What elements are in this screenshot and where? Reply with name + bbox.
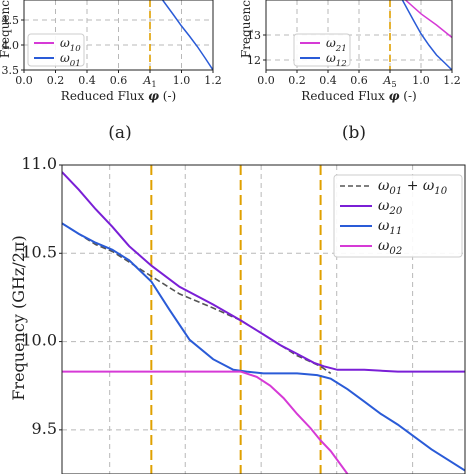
x-tick-label: 0.2 [288,74,306,87]
chart-a: 0.0 0.2 0.4 0.6 A1 1.0 1.2 3.5 4.0 4.5 Reduced Flu… [0,0,222,103]
plot-frame [61,164,466,474]
y-tick-label: 13 [247,29,261,42]
x-tick-label: 0.6 [350,74,368,87]
series-line [401,0,452,70]
y-tick-label: 9.5 [32,419,57,438]
chart-b: 0.0 0.2 0.4 0.6 A5 1.0 1.2 12 13 Reduced Flux φ (… [239,0,461,103]
y-tick-label: 4.5 [2,14,20,27]
y-axis-label: Frequenc [239,0,253,58]
x-axis-label: Reduced Flux φ (-) [301,89,416,103]
x-tick-label: 0.4 [78,74,96,87]
series-line [62,171,465,373]
legend-label: ω01 [60,51,81,69]
x-tick-label: 0.2 [47,74,65,87]
legend-label: ω21 [326,36,347,54]
x-axis-label: Reduced Flux φ (-) [61,89,176,103]
x-tick-label: 1.0 [173,74,191,87]
legend-label: ω10 [60,36,81,54]
x-tick-label: 1.2 [443,74,461,87]
legend-label: ω20 [378,198,403,217]
legend-label: ω12 [326,51,347,69]
legend-label: ω01 + ω10 [378,178,448,197]
x-tick-label: 0.4 [319,74,337,87]
series-line [62,370,349,474]
x-tick-label: 0.0 [257,74,275,87]
x-tick-label: A1 [142,74,156,89]
x-tick-label: 0.0 [15,74,33,87]
y-axis-label: Frequenc [0,0,12,58]
caption-b: (b) [342,123,366,143]
x-tick-label: A5 [382,74,396,89]
legend-label: ω11 [378,218,402,237]
series-line [62,222,465,472]
series-line [62,222,332,375]
series-line [161,0,213,70]
chart-c: 9.5 10.0 10.5 11.0 Frequency (GHz/2π) ω01 + ω… [9,154,466,474]
x-tick-label: 1.2 [204,74,222,87]
x-tick-label: 1.0 [412,74,430,87]
y-tick-label: 3.5 [2,64,20,77]
caption-a: (a) [108,123,131,143]
y-tick-label: 11.0 [21,154,57,173]
series-line [405,0,452,39]
legend-box [333,174,463,258]
legend-label: ω02 [378,238,402,257]
y-tick-label: 10.5 [21,242,57,261]
x-tick-label: 0.6 [110,74,128,87]
y-tick-label: 10.0 [21,331,57,350]
y-axis-label: Frequency (GHz/2π) [9,235,28,400]
y-tick-label: 4.0 [2,39,20,52]
y-tick-label: 12 [247,54,261,67]
